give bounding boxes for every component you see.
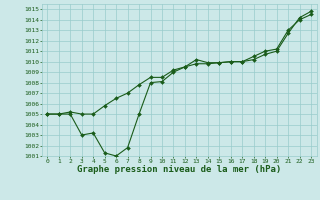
X-axis label: Graphe pression niveau de la mer (hPa): Graphe pression niveau de la mer (hPa): [77, 165, 281, 174]
